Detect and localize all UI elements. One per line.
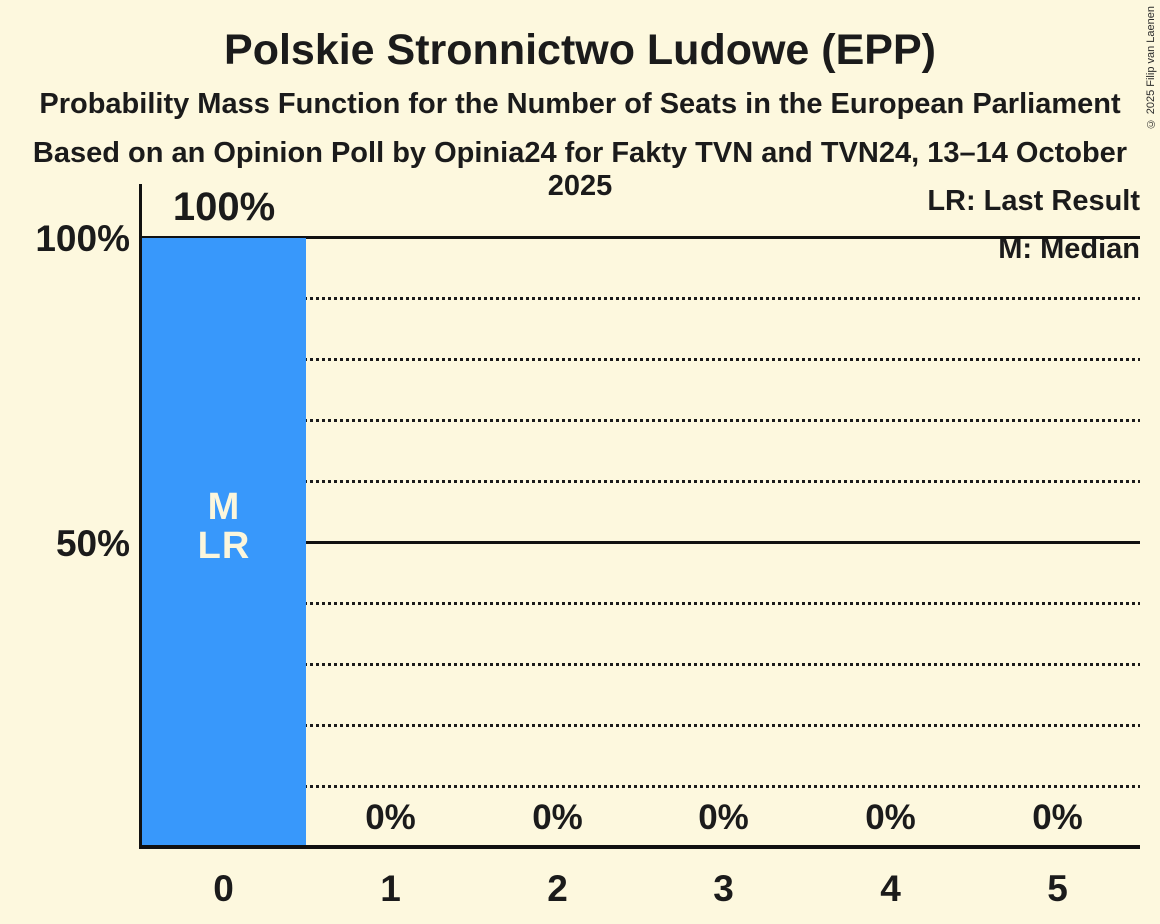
- chart-source-line: Based on an Opinion Poll by Opinia24 for…: [32, 137, 1128, 202]
- x-tick-2: 2: [547, 868, 568, 909]
- y-axis-label-100: 100%: [35, 218, 130, 259]
- median-last-result-marker: M LR: [142, 488, 306, 566]
- bar-value-label-0: 100%: [172, 185, 276, 229]
- gridline-20pct: [142, 724, 1140, 727]
- bar-value-label-5: 0%: [1032, 798, 1083, 837]
- bar-value-label-1: 0%: [365, 798, 416, 837]
- bar-value-label-3: 0%: [698, 798, 749, 837]
- bar-seats-0: [142, 238, 306, 847]
- gridline-80pct: [142, 358, 1140, 361]
- gridline-90pct: [142, 297, 1140, 300]
- bar-value-label-2: 0%: [532, 798, 583, 837]
- gridline-10pct: [142, 785, 1140, 788]
- chart-subtitle: Probability Mass Function for the Number…: [39, 88, 1121, 120]
- x-tick-4: 4: [880, 868, 901, 909]
- y-axis-line: [139, 184, 142, 849]
- gridline-70pct: [142, 419, 1140, 422]
- median-marker: M: [207, 486, 241, 528]
- page-title: Polskie Stronnictwo Ludowe (EPP): [224, 26, 936, 74]
- gridline-50pct: [142, 541, 1140, 544]
- bar-value-label-4: 0%: [865, 798, 916, 837]
- y-axis-label-50: 50%: [55, 523, 130, 564]
- legend-median: M: Median: [998, 233, 1140, 265]
- x-tick-5: 5: [1047, 868, 1068, 909]
- legend-last-result: LR: Last Result: [927, 185, 1140, 217]
- gridline-30pct: [142, 663, 1140, 666]
- last-result-marker: LR: [197, 525, 251, 567]
- gridline-40pct: [142, 602, 1140, 605]
- copyright-notice: © 2025 Filip van Laenen: [1145, 6, 1157, 130]
- gridline-60pct: [142, 480, 1140, 483]
- x-axis-line: [139, 845, 1140, 849]
- x-tick-1: 1: [380, 868, 401, 909]
- gridline-100pct: [142, 236, 1140, 239]
- x-tick-0: 0: [213, 868, 234, 909]
- x-tick-3: 3: [713, 868, 734, 909]
